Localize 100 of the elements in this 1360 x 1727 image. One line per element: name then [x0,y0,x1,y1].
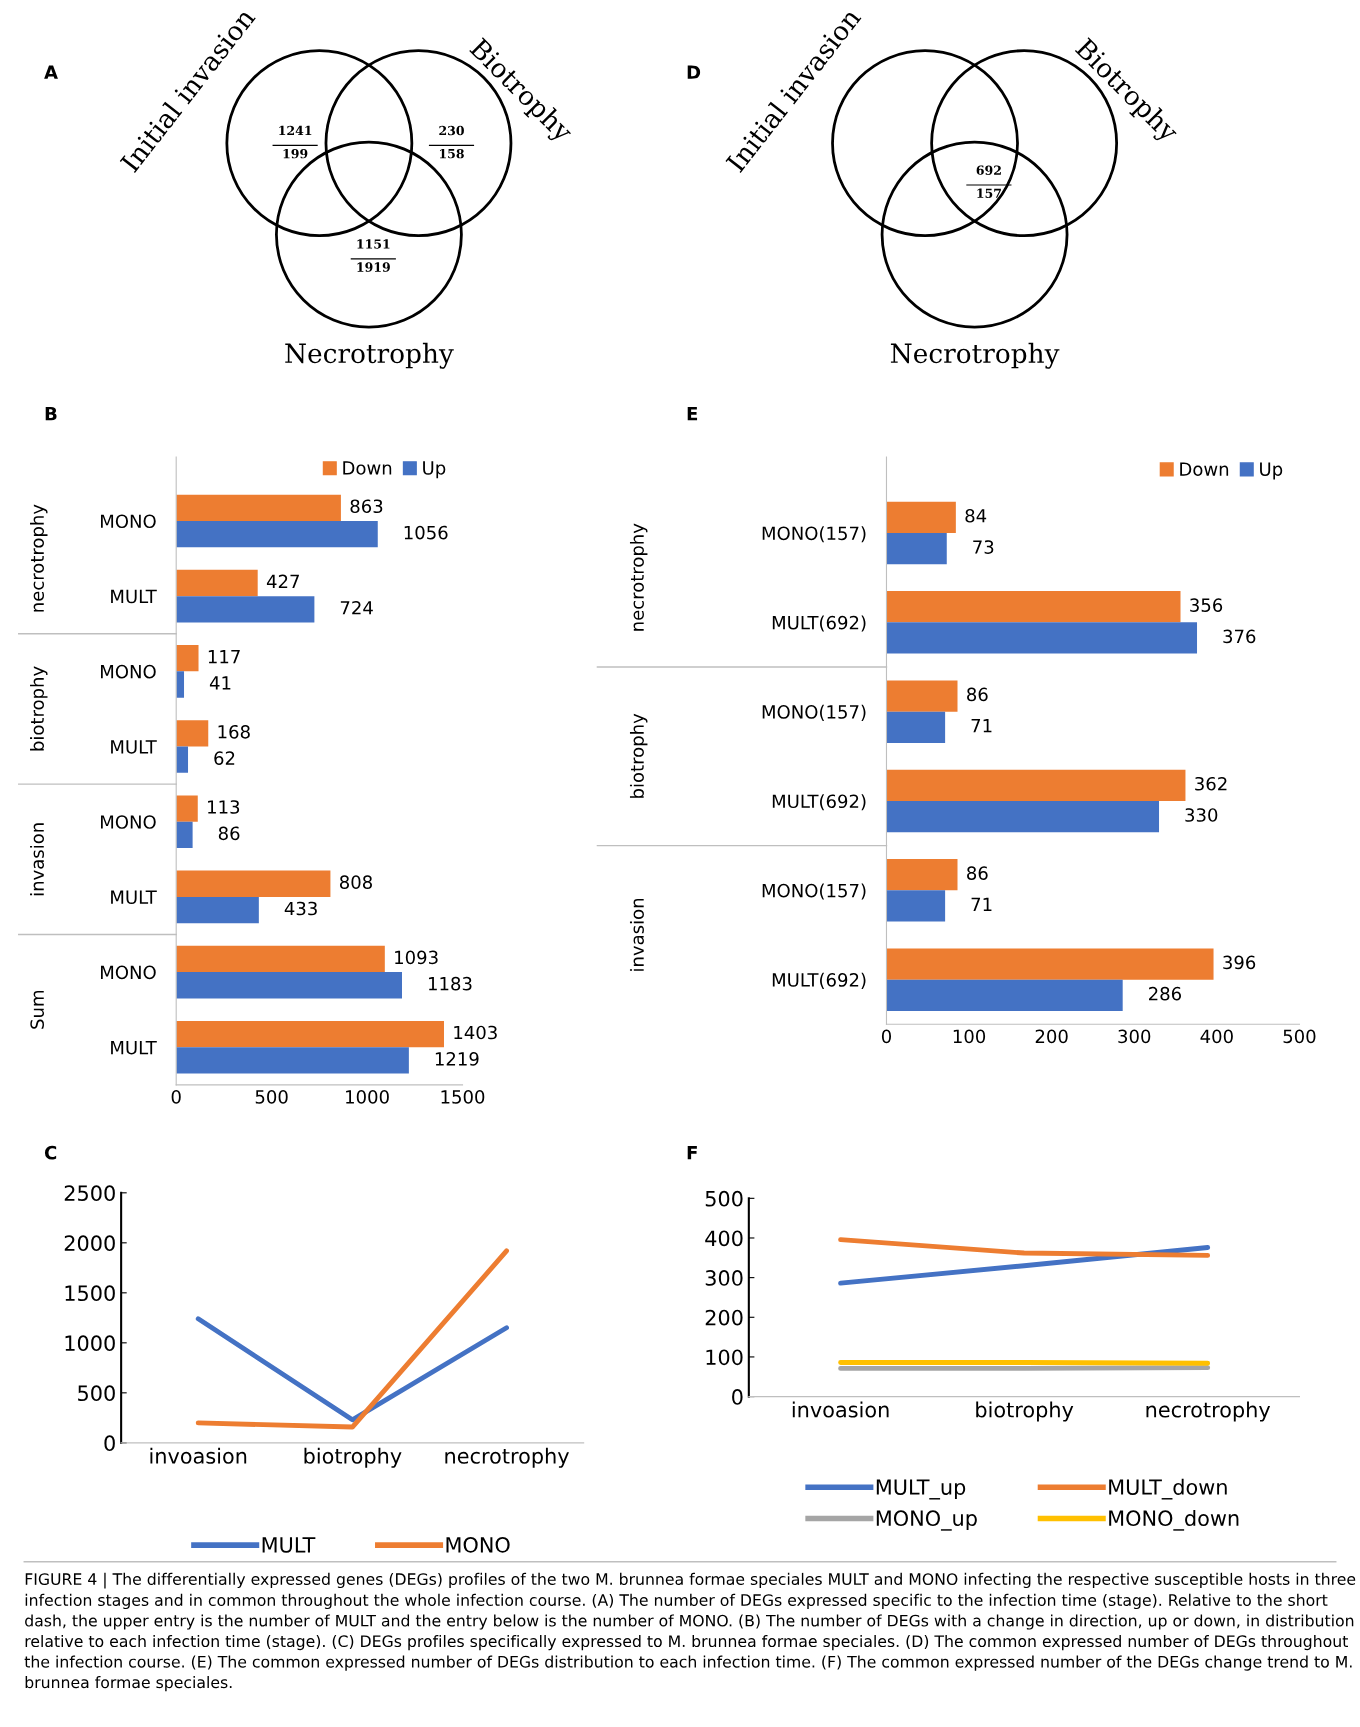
legend-label: Down [1180,462,1229,476]
data-label: 724 [340,600,373,615]
x-tick-label: biotrophy [304,1447,402,1468]
bar [176,645,199,672]
data-label: 362 [1195,776,1227,791]
text: 692 [976,165,1001,175]
y-tick-label: 1000 [65,1335,115,1352]
x-tick-label: 0 [881,1029,892,1044]
x-tick-label: necrotrophy [445,1447,569,1468]
legend-label: Up [423,461,446,479]
y-tick-label: 200 [705,1309,743,1326]
data-label: 1403 [454,1025,497,1040]
text: invasion [30,823,44,896]
chart-title: B [45,407,57,421]
y-tick-label: MONO [101,514,156,529]
bar [886,948,1214,980]
data-label: 286 [1149,986,1182,1001]
category-label: Necrotrophy [285,342,454,369]
x-tick-label: 100 [953,1029,986,1044]
data-label: 86 [967,866,988,880]
x-tick-label: 500 [255,1090,288,1104]
y-tick-label: MONO(157) [762,526,866,543]
data-label: 84 [965,508,987,523]
x-tick-label: 300 [1118,1029,1151,1044]
text: biotrophy [629,713,648,798]
bar [176,520,378,548]
text: necrotrophy [30,504,48,612]
bar [886,890,946,922]
data-label: 1093 [395,950,438,965]
text: 199 [283,148,308,159]
bar [886,622,1198,654]
text: 230 [439,125,464,136]
bar [176,569,258,597]
data-label: 113 [208,800,240,814]
legend-label: MULT_up [876,1479,966,1500]
y-tick-label: 1500 [65,1285,115,1302]
y-tick-label: 300 [705,1270,743,1286]
text: 1919 [357,262,390,272]
x-tick-label: 0 [171,1090,181,1104]
y-tick-label: MONO(157) [762,704,866,721]
legend-label: MONO_down [1109,1509,1239,1531]
text: 158 [439,148,464,159]
y-tick-label: 2500 [64,1185,115,1202]
y-tick-label: MULT [111,1040,157,1055]
y-tick-label: MULT [111,740,157,754]
y-tick-label: MONO [101,815,156,829]
bar [886,859,958,891]
data-label: 427 [266,574,299,588]
text: 157 [977,188,1001,199]
x-tick-label: 400 [1200,1029,1233,1044]
data-label: 808 [339,875,372,889]
y-tick-label: MULT [111,890,157,905]
data-label: 41 [209,676,231,690]
data-label: 863 [350,499,383,514]
y-tick-label: MULT(692) [772,615,866,632]
text: A [44,65,58,79]
data-label: 168 [218,724,250,739]
bar [886,680,958,712]
text: biotrophy [30,666,48,751]
bar [176,1020,444,1048]
y-tick-label: MONO [101,965,156,980]
x-tick-label: 1000 [346,1090,389,1104]
y-tick-label: MULT(692) [772,972,866,989]
bar [886,979,1123,1011]
text: 1151 [357,239,390,249]
text: Sum [30,990,44,1029]
bar [176,896,259,924]
data-label: 86 [218,826,240,841]
y-tick-label: 400 [705,1230,743,1247]
data-label: 73 [973,540,994,554]
bar [176,945,385,973]
y-tick-label: MONO [101,664,156,679]
bar [176,972,402,999]
legend-label: MONO [446,1536,510,1553]
legend-label: MULT [262,1537,316,1553]
bar [176,746,189,773]
y-tick-label: 500 [78,1385,115,1402]
data-label: 433 [284,901,317,916]
legend-label: MULT_down [1109,1478,1227,1500]
data-label: 71 [971,897,992,911]
text: necrotrophy [629,523,648,631]
y-tick-label: 0 [104,1435,115,1452]
x-tick-label: invoasion [792,1401,889,1418]
bar [176,720,209,747]
y-tick-label: 500 [705,1190,743,1207]
bar [886,800,1160,833]
data-label: 62 [214,751,235,765]
text: D [687,65,701,79]
legend-label: MONO_up [876,1510,977,1531]
data-label: 71 [971,719,992,733]
data-label: 330 [1185,808,1218,822]
data-label: 1056 [404,525,448,540]
data-label: 117 [208,650,240,664]
bar [886,533,947,565]
category-label: Necrotrophy [890,342,1060,369]
data-label: 376 [1223,629,1256,644]
data-label: 1183 [428,976,472,991]
text: invasion [629,898,644,971]
bar [886,501,956,534]
chart-title: C [44,1145,57,1160]
